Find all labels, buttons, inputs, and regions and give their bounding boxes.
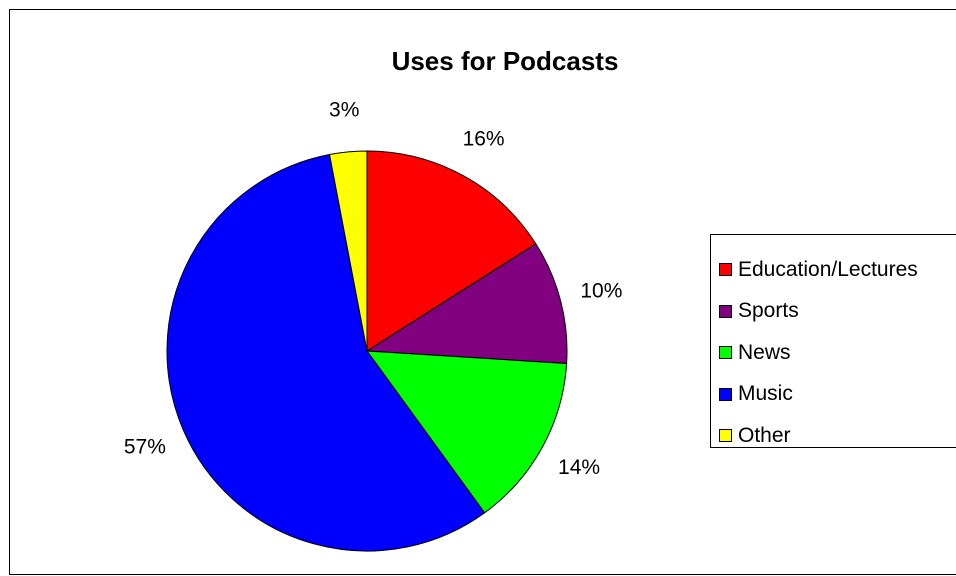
- legend-item-music: Music: [719, 374, 956, 416]
- data-label-sports: 10%: [580, 279, 622, 302]
- legend-label-education-lectures: Education/Lectures: [738, 257, 918, 281]
- legend-swatch-sports: [719, 304, 732, 318]
- legend-item-other: Other: [719, 415, 956, 457]
- pie-slice-news: [365, 350, 568, 514]
- pie-slice-music: [166, 153, 486, 552]
- legend-swatch-education-lectures: [719, 263, 732, 277]
- chart-frame: Uses for Podcasts 16% 10% 14% 57% 3% Educati…: [9, 9, 956, 575]
- legend-label-music: Music: [738, 382, 793, 406]
- legend-item-news: News: [719, 332, 956, 374]
- data-label-education-lectures: 16%: [463, 127, 505, 150]
- pie-chart: 16% 10% 14% 57% 3%: [124, 99, 622, 552]
- pie-slice-sports: [365, 243, 568, 365]
- legend: Education/Lectures Sports News Music Other: [710, 234, 956, 448]
- legend-swatch-news: [719, 346, 732, 360]
- legend-item-education-lectures: Education/Lectures: [719, 249, 956, 291]
- data-label-other: 3%: [329, 99, 359, 122]
- legend-swatch-other: [719, 429, 732, 443]
- pie-slice-education-lectures: [366, 150, 537, 352]
- data-label-news: 14%: [558, 456, 600, 479]
- legend-swatch-music: [719, 387, 732, 401]
- pie-slice-other: [328, 150, 368, 352]
- legend-item-sports: Sports: [719, 291, 956, 333]
- legend-label-news: News: [738, 340, 791, 364]
- legend-label-sports: Sports: [738, 299, 799, 323]
- chart-title: Uses for Podcasts: [391, 46, 619, 76]
- legend-label-other: Other: [738, 423, 791, 447]
- data-label-music: 57%: [124, 436, 166, 459]
